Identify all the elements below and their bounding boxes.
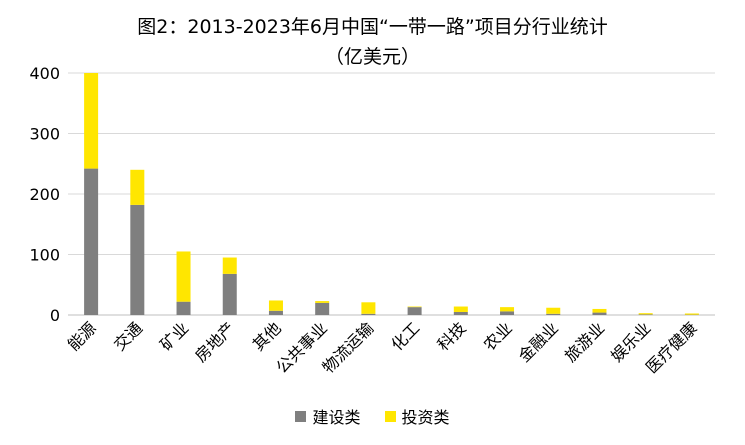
bar-construction [546, 313, 561, 315]
bar-investment [592, 308, 607, 313]
bar-construction [592, 312, 607, 315]
bar-investment [130, 169, 145, 205]
bar-construction [500, 311, 515, 315]
y-tick-label: 100 [29, 246, 60, 265]
x-tick-label: 旅游业 [561, 318, 608, 365]
y-tick-label: 300 [29, 125, 60, 144]
bar-investment [407, 306, 422, 308]
bar-investment [500, 307, 515, 312]
x-tick-label: 化工 [387, 318, 423, 354]
y-tick-label: 0 [50, 306, 60, 325]
bar-investment [268, 300, 283, 311]
bar-construction [638, 314, 653, 315]
bar-construction [130, 204, 145, 315]
legend-swatch-investment [384, 410, 396, 422]
bar-investment [315, 301, 330, 303]
bar-investment [222, 257, 237, 274]
bar-investment [638, 313, 653, 315]
legend-label-construction: 建设类 [312, 408, 361, 427]
legend-item-investment: 投资类 [384, 404, 450, 428]
bar-investment [176, 251, 191, 302]
chart-subtitle: （亿美元） [324, 46, 420, 68]
bar-construction [315, 302, 330, 315]
bar-investment [453, 306, 468, 312]
legend: 建设类 投资类 [0, 404, 745, 428]
bar-construction [176, 301, 191, 315]
bar-construction [268, 310, 283, 315]
bar-investment [684, 313, 699, 315]
x-tick-label: 其他 [249, 318, 285, 354]
x-tick-label: 金融业 [515, 318, 562, 365]
legend-swatch-construction [295, 410, 307, 422]
legend-item-construction: 建设类 [295, 404, 361, 428]
x-tick-label: 农业 [480, 318, 516, 354]
x-tick-label: 医疗健康 [642, 318, 701, 377]
x-tick-label: 科技 [434, 318, 470, 354]
legend-label-investment: 投资类 [401, 408, 450, 427]
bar-investment [361, 302, 376, 314]
x-tick-label: 交通 [110, 318, 146, 354]
x-tick-label: 房地产 [191, 318, 238, 365]
bar-construction [84, 168, 99, 315]
bar-construction [361, 313, 376, 315]
y-tick-label: 400 [29, 64, 60, 83]
bar-investment [84, 73, 99, 169]
x-tick-label: 物流运输 [319, 318, 378, 377]
y-tick-label: 200 [29, 185, 60, 204]
bar-investment [546, 307, 561, 314]
x-tick-label: 矿业 [156, 318, 192, 354]
chart-title: 图2：2013-2023年6月中国“一带一路”项目分行业统计 [137, 16, 608, 38]
bar-construction [222, 273, 237, 315]
x-tick-label: 能源 [64, 318, 100, 354]
bar-construction [407, 307, 422, 315]
bar-construction [453, 311, 468, 315]
